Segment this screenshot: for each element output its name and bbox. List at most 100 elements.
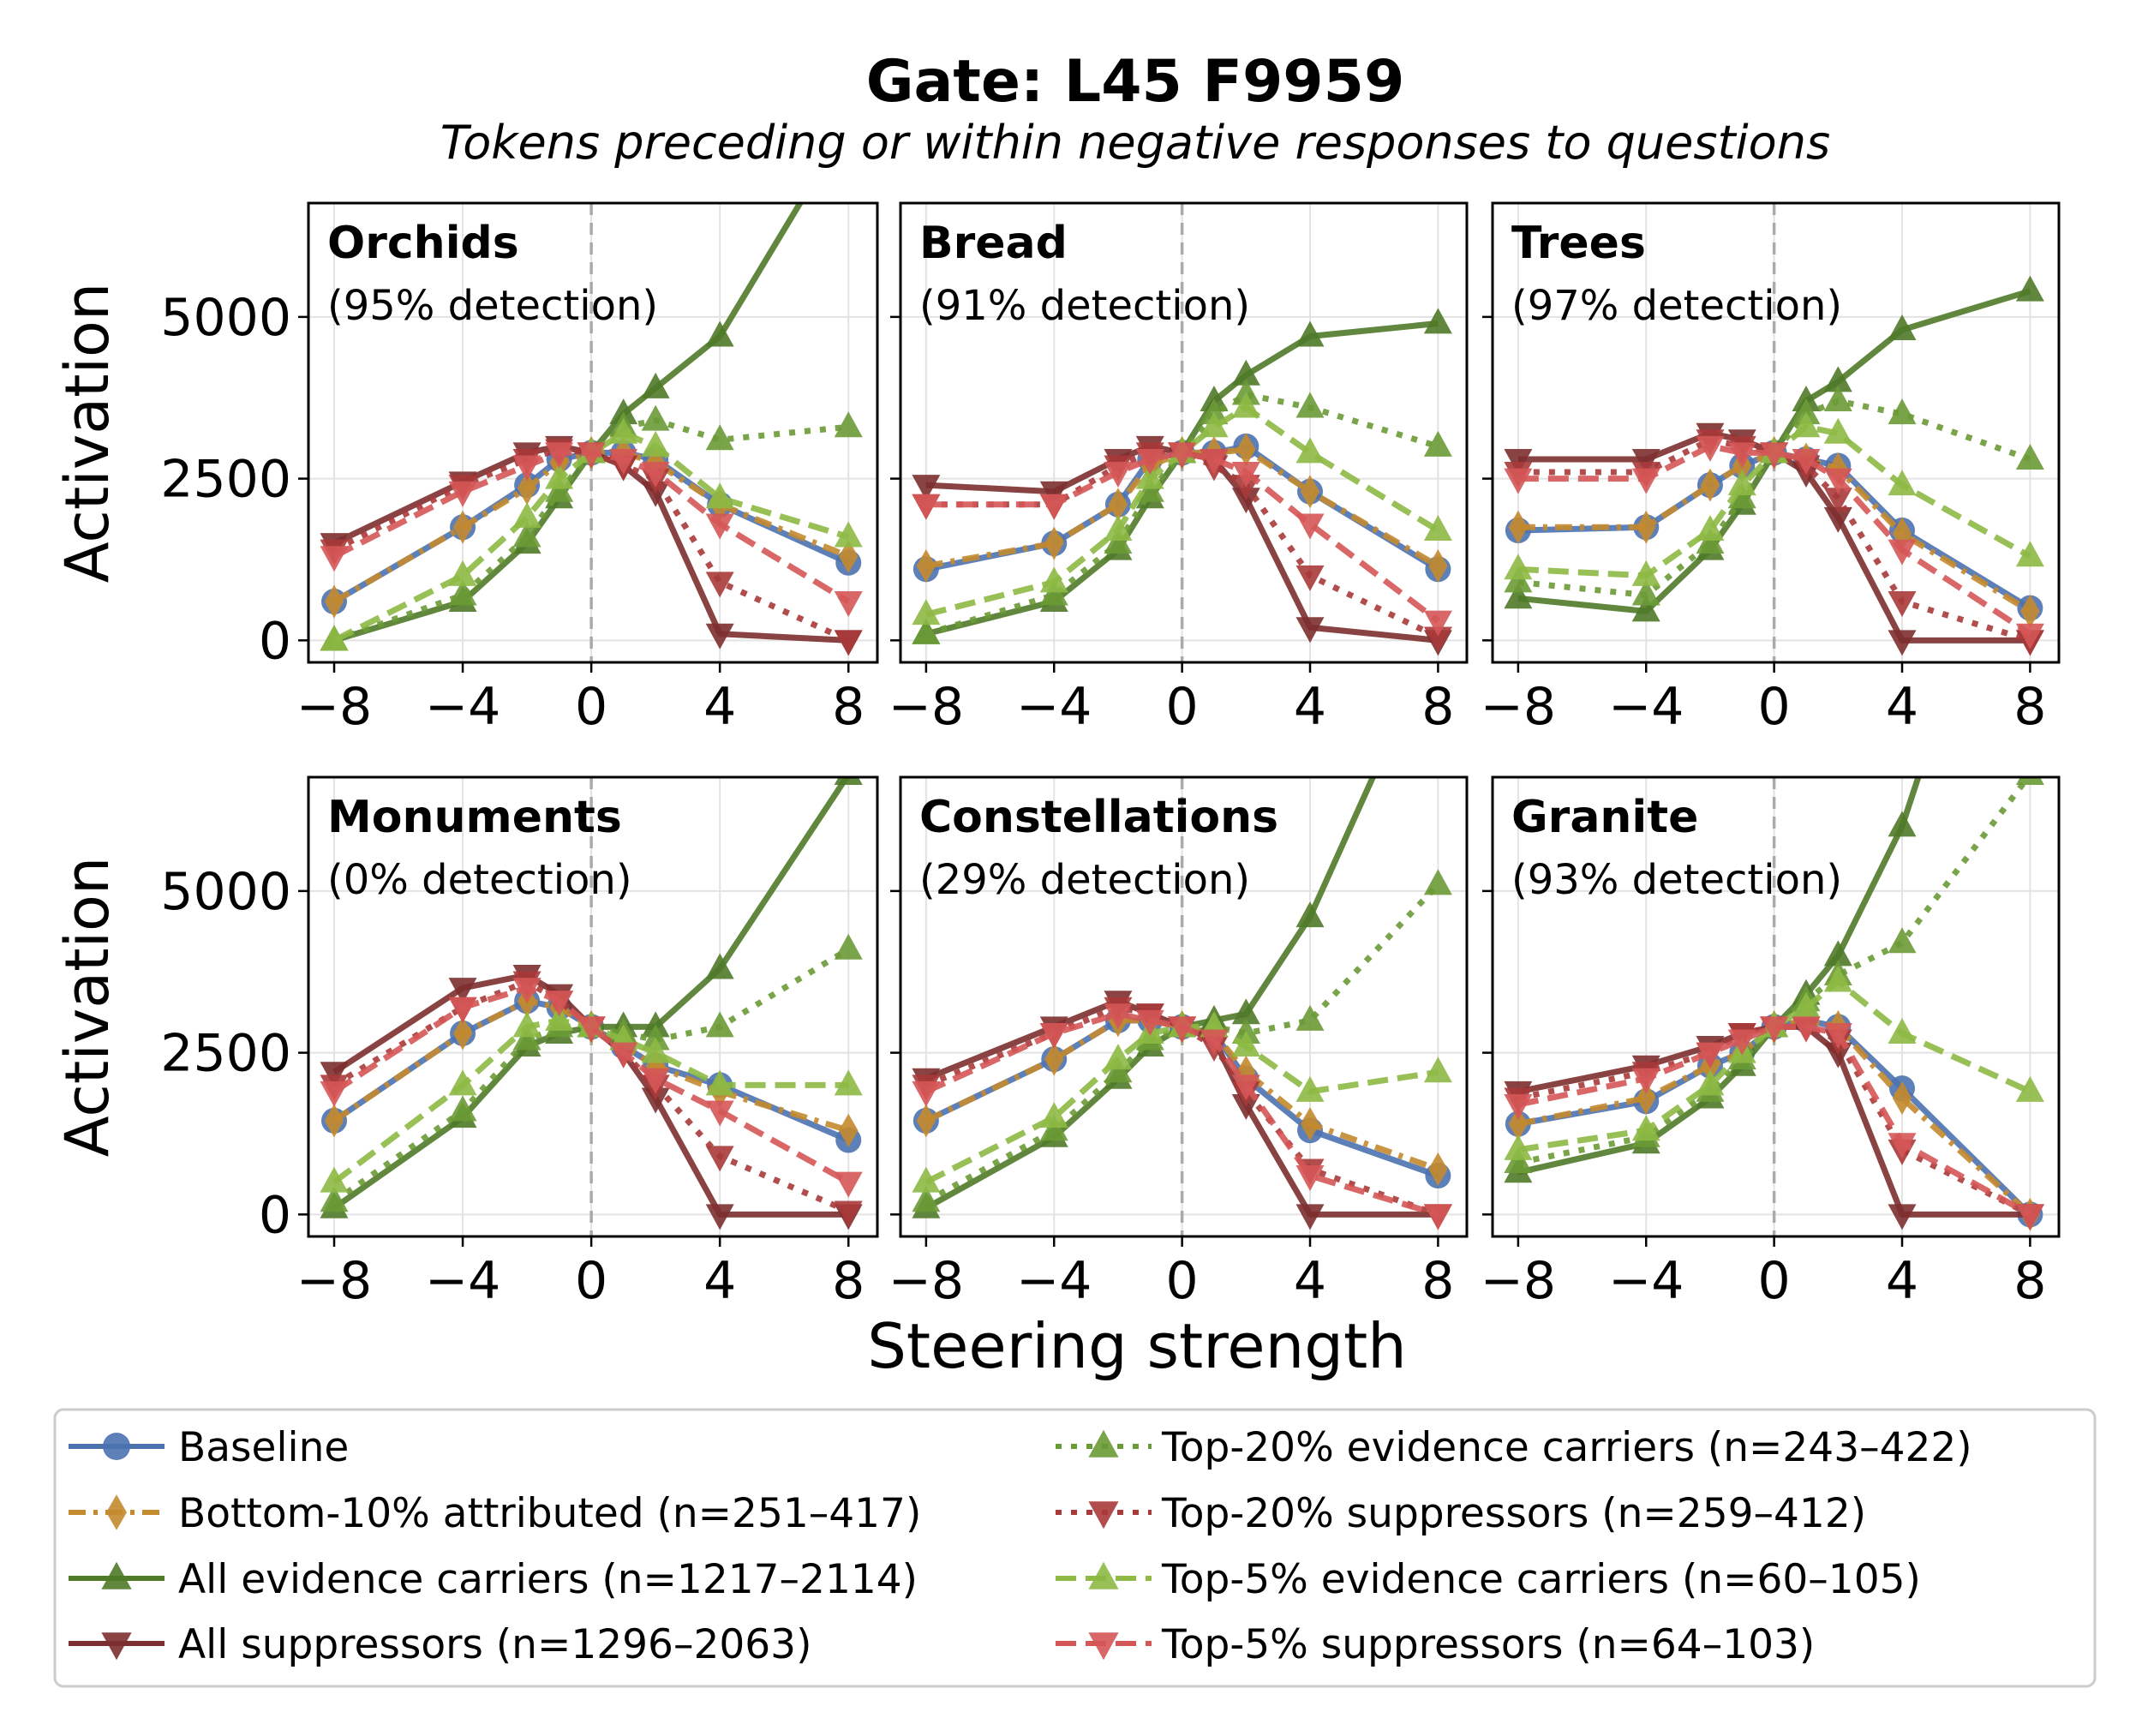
data-point-t5supp bbox=[1423, 1204, 1452, 1230]
data-point-t20ev bbox=[1504, 566, 1533, 593]
series-line-t20ev bbox=[1517, 398, 2031, 598]
legend-item-t20ev: Top-20% evidence carriers (n=243–422) bbox=[1056, 1424, 1972, 1471]
data-point-allev bbox=[1200, 386, 1229, 412]
series-line-t20ev bbox=[332, 946, 851, 1205]
data-point-t20ev bbox=[512, 521, 541, 548]
data-point-t5ev bbox=[1104, 514, 1133, 541]
series-line-t5supp bbox=[1517, 1023, 2032, 1218]
data-point-allsupp bbox=[448, 978, 477, 1004]
data-point-t5supp bbox=[1295, 513, 1325, 540]
data-point-t20ev bbox=[1295, 1004, 1325, 1031]
data-point-t5supp bbox=[1231, 462, 1260, 488]
panel-detection-rate: (95% detection) bbox=[327, 282, 658, 330]
legend-item-t20supp: Top-20% suppressors (n=259–412) bbox=[1056, 1490, 1866, 1537]
data-point-allev bbox=[1631, 596, 1660, 622]
data-point-t20ev bbox=[1200, 398, 1229, 425]
data-point-t20ev bbox=[512, 1024, 541, 1051]
data-point-t20ev bbox=[2015, 443, 2044, 470]
data-point-bottom10 bbox=[1428, 549, 1448, 584]
data-point-bottom10 bbox=[324, 584, 344, 619]
data-point-t20supp bbox=[1295, 565, 1325, 591]
legend-marker-triangle-up-icon bbox=[1088, 1561, 1119, 1589]
data-point-t5ev bbox=[1792, 411, 1821, 438]
data-point-t5ev bbox=[1631, 1115, 1660, 1141]
data-point-t20supp bbox=[705, 1146, 734, 1172]
data-point-bottom10 bbox=[1700, 468, 1720, 502]
series-group bbox=[912, 777, 1452, 1230]
data-point-t20ev bbox=[1888, 927, 1917, 954]
data-point-allev bbox=[705, 320, 734, 347]
data-point-allsupp bbox=[912, 475, 941, 501]
legend-label: Bottom-10% attributed (n=251–417) bbox=[178, 1490, 921, 1537]
series-group bbox=[1504, 777, 2044, 1231]
legend: Baseline Bottom-10% attributed (n=251–417… bbox=[53, 1408, 2097, 1688]
data-point-t5ev bbox=[705, 482, 734, 509]
data-point-t5supp bbox=[577, 1016, 606, 1043]
panel-title: Constellations bbox=[919, 792, 1278, 843]
data-point-t5supp bbox=[1792, 1016, 1821, 1043]
data-point-t20supp bbox=[1888, 591, 1917, 618]
panel-frame bbox=[307, 201, 879, 664]
data-point-t5supp bbox=[1504, 1093, 1533, 1120]
data-point-t5supp bbox=[641, 1068, 670, 1094]
x-tick-label: 8 bbox=[2013, 1251, 2046, 1311]
legend-item-allsupp: All suppressors (n=1296–2063) bbox=[69, 1621, 811, 1668]
data-point-t5ev bbox=[1727, 470, 1756, 496]
data-point-t20ev bbox=[1888, 398, 1917, 425]
series-line-bottom10 bbox=[925, 446, 1440, 569]
data-point-t5supp bbox=[2015, 623, 2044, 650]
data-point-allev bbox=[1295, 320, 1325, 347]
series-line-t5supp bbox=[925, 449, 1440, 624]
data-point-allev bbox=[641, 372, 670, 398]
data-point-t20ev bbox=[912, 618, 941, 644]
x-tick-label: 8 bbox=[1421, 677, 1454, 737]
data-point-t20ev bbox=[545, 476, 574, 502]
data-point-bottom10 bbox=[1636, 510, 1656, 544]
data-point-t5ev bbox=[1295, 437, 1325, 464]
data-point-bottom10 bbox=[838, 539, 859, 573]
data-point-t20ev bbox=[641, 1024, 670, 1051]
data-point-t20ev bbox=[641, 404, 670, 431]
data-point-t5ev bbox=[912, 599, 941, 626]
data-point-bottom10 bbox=[838, 1113, 859, 1147]
x-tick-label: 4 bbox=[703, 1251, 736, 1311]
data-point-allsupp bbox=[1295, 617, 1325, 644]
panel-detection-rate: (97% detection) bbox=[1511, 282, 1842, 330]
data-point-t5ev bbox=[545, 463, 574, 489]
series-line-t20ev bbox=[1517, 777, 2032, 1166]
data-point-allev bbox=[1888, 811, 1917, 837]
data-point-t5ev bbox=[1295, 1075, 1325, 1102]
data-point-t5ev bbox=[834, 521, 863, 548]
legend-label: Top-5% evidence carriers (n=60–105) bbox=[1161, 1556, 1921, 1603]
panel-frame bbox=[1491, 775, 2061, 1238]
panel-constellations: −8 −4 0 4 8 Constellations (29% detection) bbox=[889, 775, 1469, 1311]
data-point-t5supp bbox=[1631, 468, 1660, 494]
legend-label: All suppressors (n=1296–2063) bbox=[178, 1621, 811, 1668]
data-point-bottom10 bbox=[452, 510, 473, 544]
data-point-allev bbox=[641, 1011, 670, 1038]
data-point-t20ev bbox=[705, 424, 734, 451]
panel-title: Trees bbox=[1511, 218, 1646, 269]
x-tick-label: 0 bbox=[1166, 677, 1199, 737]
data-point-t5supp bbox=[1104, 1003, 1133, 1030]
x-tick-label: −8 bbox=[1481, 1251, 1556, 1311]
x-tick-label: 4 bbox=[1294, 1251, 1326, 1311]
panel-title: Monuments bbox=[327, 792, 622, 843]
data-point-t5supp bbox=[834, 1171, 863, 1198]
x-tick-label: 4 bbox=[1294, 677, 1326, 737]
panel-frame bbox=[899, 775, 1469, 1238]
data-point-t5ev bbox=[641, 430, 670, 457]
data-point-t5supp bbox=[1727, 442, 1756, 469]
panel-detection-rate: (0% detection) bbox=[327, 856, 632, 904]
x-tick-label: −4 bbox=[425, 1251, 500, 1311]
data-point-t5supp bbox=[1504, 468, 1533, 494]
data-point-allev bbox=[2015, 275, 2044, 302]
data-point-bottom10 bbox=[1300, 1107, 1320, 1141]
x-tick-label: 0 bbox=[1758, 677, 1791, 737]
y-axis-label: Activation bbox=[52, 857, 123, 1157]
data-point-t5supp bbox=[1760, 442, 1789, 469]
data-point-allev bbox=[1823, 366, 1852, 392]
data-point-t20ev bbox=[912, 1186, 941, 1212]
legend-item-baseline: Baseline bbox=[69, 1424, 349, 1471]
data-point-t5supp bbox=[1792, 448, 1821, 475]
